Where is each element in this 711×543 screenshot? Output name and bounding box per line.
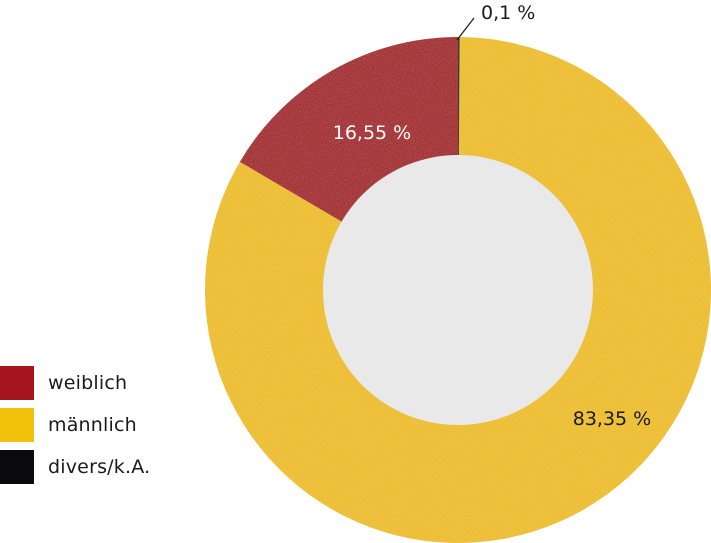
legend: weiblich männlich divers/k.A. [0,362,150,488]
leader-line-divers [456,17,475,41]
legend-label: weiblich [48,372,128,394]
legend-item-maennlich: männlich [0,404,150,446]
legend-swatch-divers [0,450,34,484]
legend-item-weiblich: weiblich [0,362,150,404]
data-label-weiblich: 16,55 % [333,122,412,144]
donut-hole [323,155,593,425]
legend-swatch-weiblich [0,366,34,400]
legend-item-divers: divers/k.A. [0,446,150,488]
data-label-divers: 0,1 % [481,2,535,24]
legend-label: männlich [48,414,137,436]
legend-label: divers/k.A. [48,456,151,478]
legend-swatch-maennlich [0,408,34,442]
data-label-maennlich: 83,35 % [573,408,652,430]
